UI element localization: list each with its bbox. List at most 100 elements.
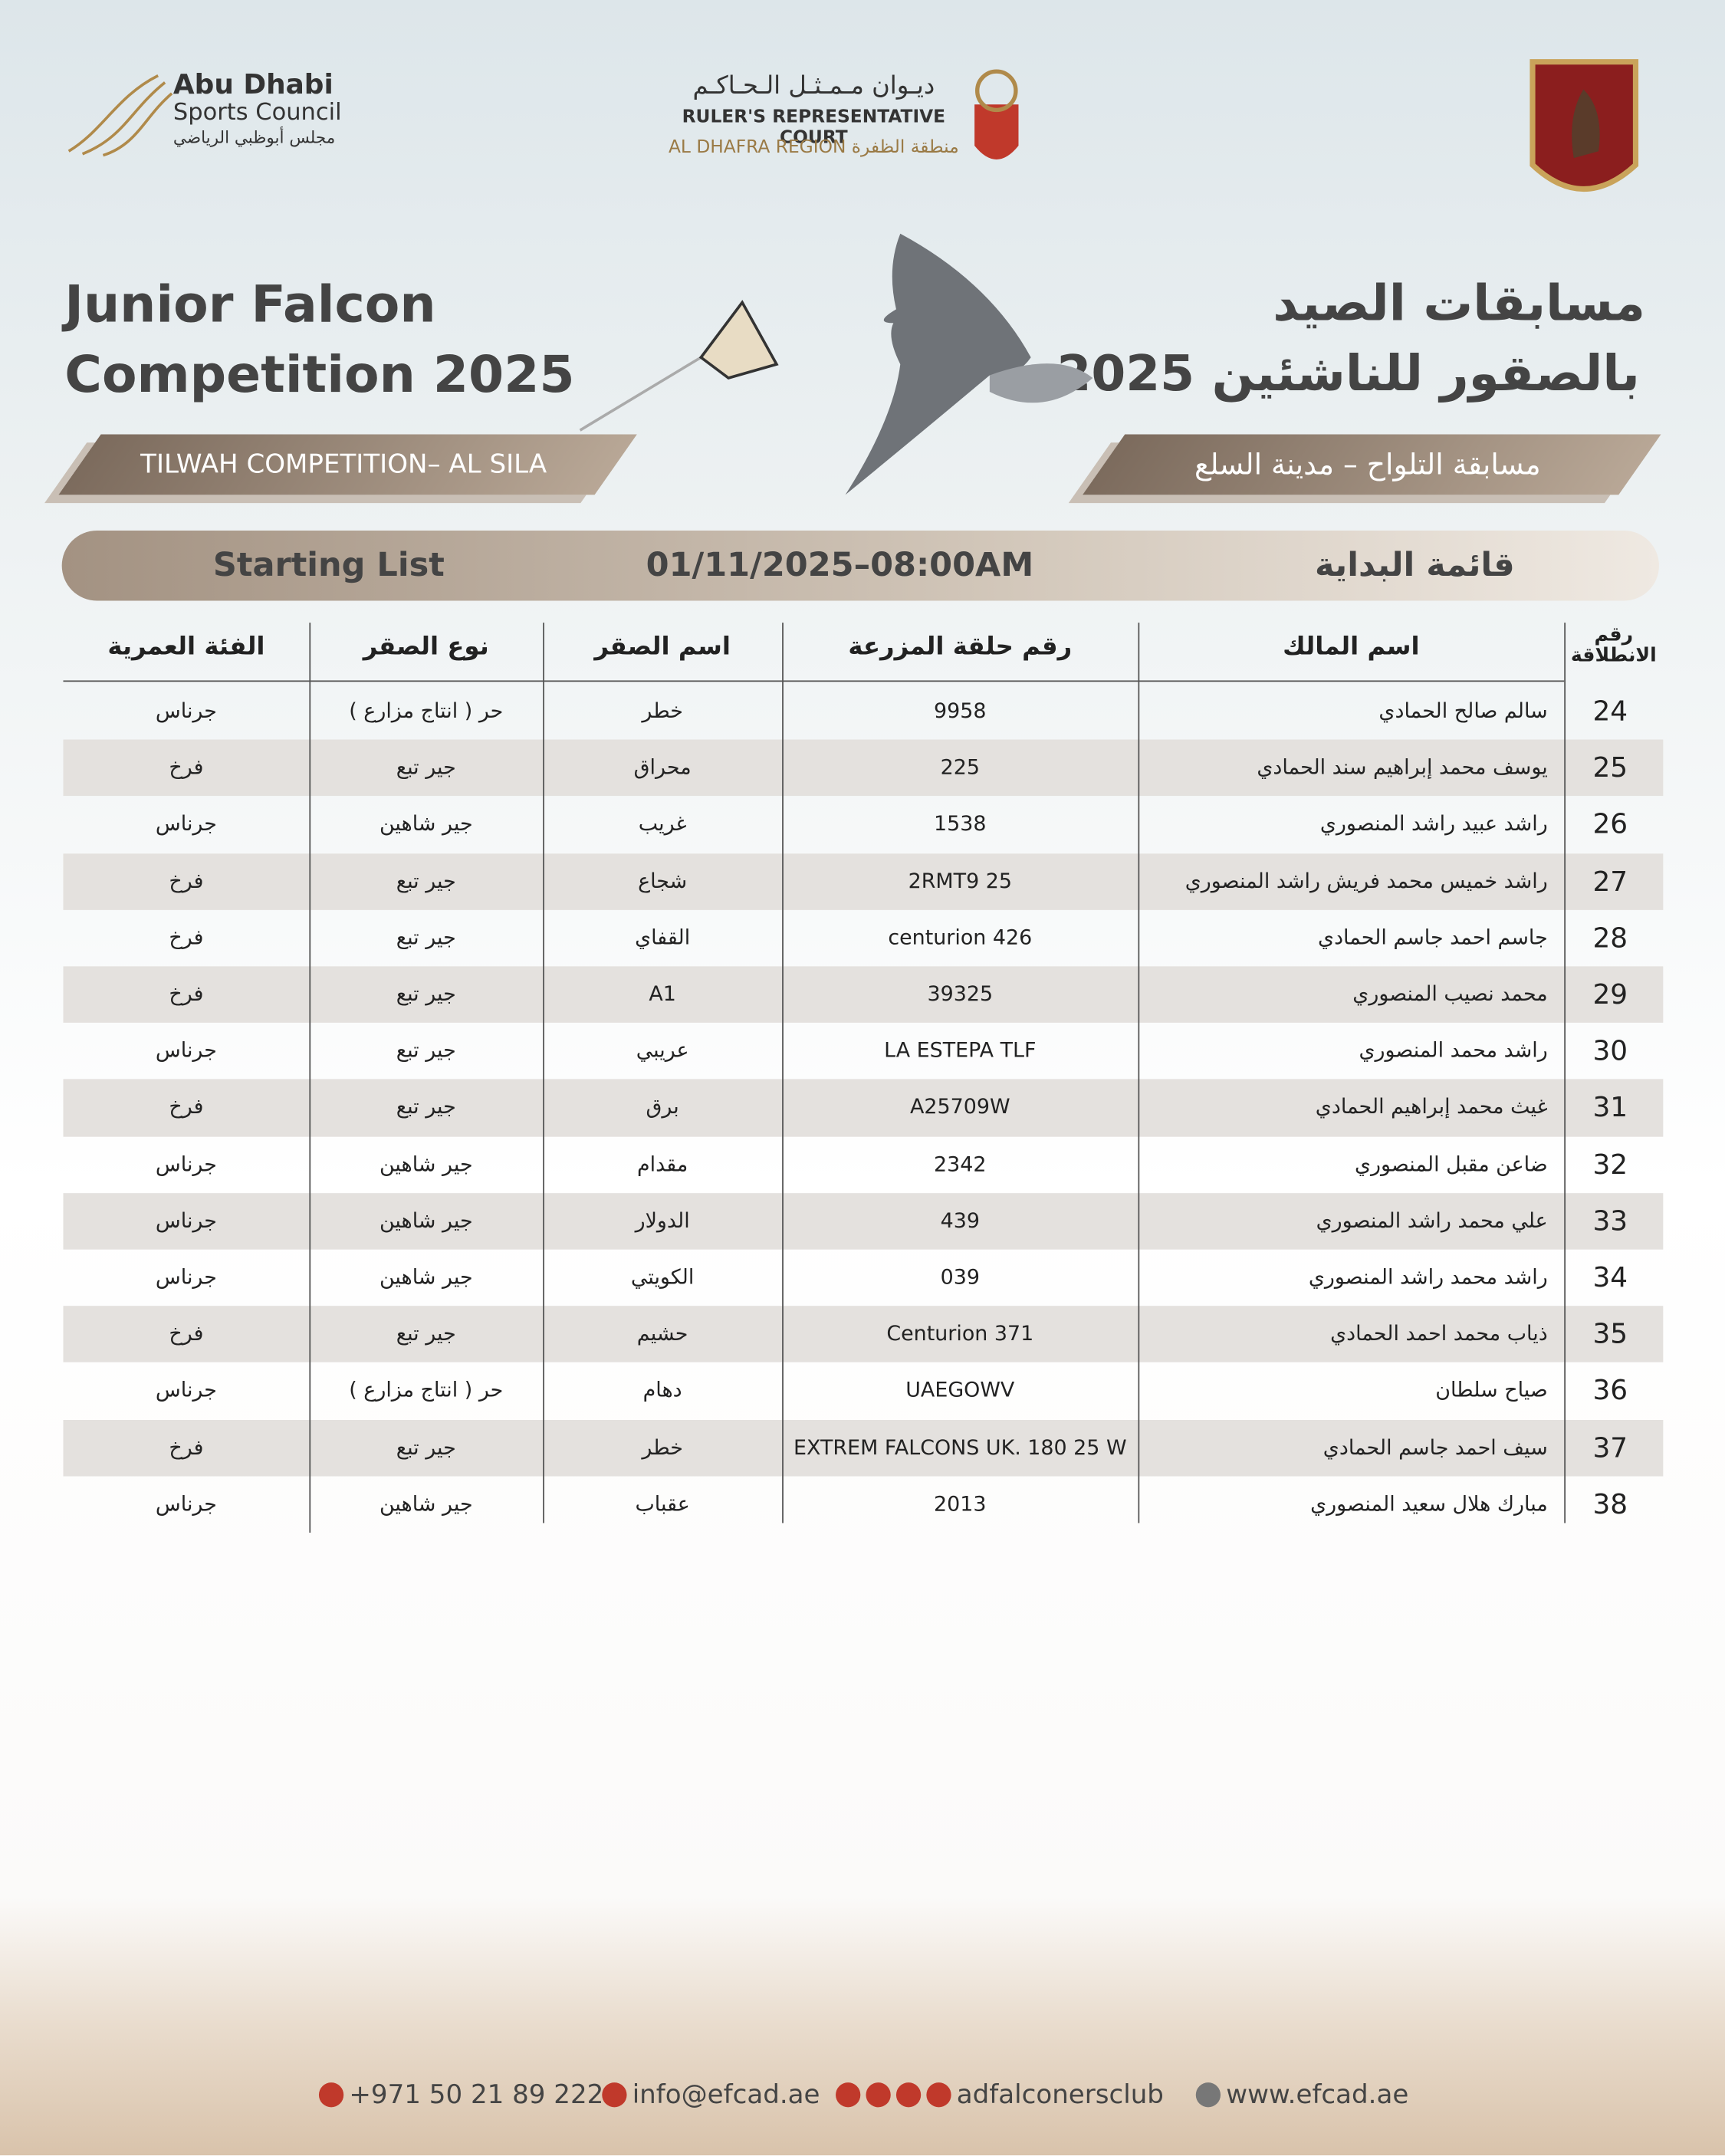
banner-ar: مسابقة التلواح – مدينة السلع [1194,448,1541,481]
falcon-type: جير شاهين [379,1208,473,1233]
column-rule [782,623,784,1523]
falcon-name: A1 [649,981,676,1007]
list-title-en: Starting List [212,545,445,584]
header-cell: الفئة العمرية [107,632,265,662]
row-shade [63,966,1664,1024]
age-category: فرخ [169,1434,204,1460]
ring-number: LA ESTEPA TLF [884,1037,1037,1063]
start-number: 35 [1592,1316,1628,1350]
title-en: Junior Falcon [64,274,436,334]
age-category: فرخ [169,868,204,893]
owner-name: جاسم احمد جاسم الحمادي [1318,925,1548,950]
age-category: جرناس [155,1151,217,1176]
falcon-type: جير شاهين [379,811,473,836]
ring-number: UAEGOWV [905,1378,1015,1403]
start-number: 32 [1592,1147,1628,1181]
social-handle: adfalconersclub [956,2079,1164,2110]
falcon-type: جير شاهين [379,1151,473,1176]
list-title-ar: قائمة البداية [1314,545,1515,584]
email: info@efcad.ae [632,2079,820,2110]
ring-number: 039 [940,1264,980,1290]
ring-number: centurion 426 [888,925,1033,950]
falcon-name: غريب [638,811,687,836]
footer-social: adfalconersclub [836,2079,1164,2112]
footer-web: www.efcad.ae [1195,2079,1409,2112]
owner-name: علي محمد راشد المنصوري [1316,1208,1548,1233]
row-shade [63,1192,1664,1250]
falcon-name: الكويتي [630,1264,695,1290]
footer-email: info@efcad.ae [602,2079,820,2112]
age-category: جرناس [155,1490,217,1517]
falcon-name: الدولار [635,1208,690,1233]
list-date: 01/11/2025–08:00AM [646,545,1034,584]
falcon-name: حشيم [636,1321,688,1346]
phone: +971 50 21 89 222 [349,2079,604,2110]
owner-name: صياح سلطان [1435,1378,1548,1403]
owner-name: يوسف محمد إبراهيم سند الحمادي [1257,754,1548,780]
start-number: 37 [1592,1430,1628,1464]
ring-number: 9958 [934,698,987,724]
age-category: فرخ [169,925,204,950]
age-category: جرناس [155,698,217,724]
falcon-type: جير شاهين [379,1490,473,1517]
age-category: فرخ [169,1321,204,1346]
column-rule [1138,623,1140,1523]
owner-name: سيف احمد جاسم الحمادي [1322,1434,1548,1460]
falcon-name: برق [646,1094,679,1120]
row-shade [63,1419,1664,1477]
start-number: 27 [1592,863,1628,897]
owner-name: محمد نصيب المنصوري [1352,981,1548,1007]
court-name-en: RULER'S REPRESENTATIVE COURT [682,107,946,149]
age-category: فرخ [169,754,204,780]
falcon-name: خطر [642,1434,683,1460]
falcon-name: دهام [642,1378,682,1403]
falcon-type: جير تبع [396,1434,456,1460]
ring-number: 2013 [934,1490,987,1517]
council-name: Sports Council [172,99,342,127]
falcon-name: عريبي [636,1037,689,1063]
header-rule [63,680,1565,682]
court-emblem [974,69,1019,159]
ring-number: 1538 [934,811,987,836]
start-number: 34 [1592,1260,1628,1294]
title-en: Competition 2025 [64,345,575,405]
falcon-name: عقباب [635,1490,690,1517]
council-name-ar: مجلس أبوظبي الرياضي [172,127,336,147]
website: www.efcad.ae [1226,2079,1409,2110]
ring-number: 39325 [927,981,994,1007]
start-number: 36 [1592,1373,1628,1407]
falcon-type: جير تبع [396,1037,456,1063]
owner-name: غيث محمد إبراهيم الحمادي [1315,1094,1548,1120]
club-badge [1530,59,1639,192]
owner-name: سالم صالح الحمادي [1378,698,1548,724]
ring-number: 439 [940,1208,980,1233]
column-rule [543,623,544,1523]
falcon-illustration [579,233,1093,495]
ring-number: Centurion 371 [886,1321,1034,1346]
header-cell: اسم الصقر [594,632,731,662]
start-number: 29 [1592,977,1628,1011]
falcon-type: جير تبع [396,925,456,950]
ring-number: EXTREM FALCONS UK. 180 25 W [794,1434,1127,1460]
owner-name: ذياب محمد احمد الحمادي [1330,1321,1548,1346]
owner-name: ضاعن مقبل المنصوري [1355,1151,1548,1176]
row-shade [63,1306,1664,1363]
age-category: جرناس [155,1208,217,1233]
title-ar: بالصقور للناشئين 2025 [1056,346,1640,403]
falcon-name: محراق [633,754,692,780]
owner-name: راشد محمد راشد المنصوري [1308,1264,1548,1290]
ring-number: A25709W [910,1094,1010,1120]
column-rule [309,623,311,1533]
age-category: فرخ [169,981,204,1007]
header-cell: رقم الانطلاقة [1570,623,1657,667]
falcon-name: خطر [642,698,683,724]
owner-name: راشد عبيد راشد المنصوري [1319,811,1548,836]
age-category: جرناس [155,811,217,836]
header-cell: رقم حلقة المزرعة [848,632,1073,662]
start-number: 28 [1592,920,1628,954]
age-category: جرناس [155,1264,217,1290]
falcon-type: جير تبع [396,1321,456,1346]
owner-name: مبارك هلال سعيد المنصوري [1310,1490,1548,1517]
footer-phone: +971 50 21 89 222 [318,2079,604,2112]
